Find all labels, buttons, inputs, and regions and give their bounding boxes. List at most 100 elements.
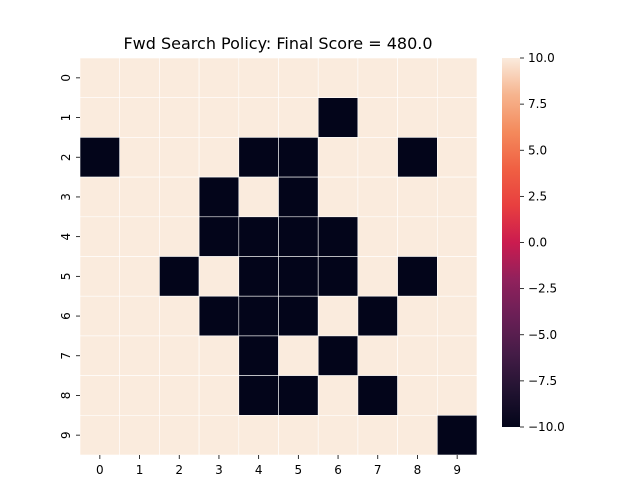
heatmap-cell <box>159 256 200 297</box>
y-tick-label: 9 <box>59 431 73 439</box>
heatmap-cell <box>119 216 160 257</box>
heatmap-cell <box>159 176 200 218</box>
heatmap-cell <box>198 216 240 257</box>
heatmap-cell <box>119 256 160 297</box>
heatmap-cell <box>317 97 359 138</box>
colorbar-tick-label: −7.5 <box>528 374 557 388</box>
x-tick-label: 8 <box>414 463 422 477</box>
heatmap-cell <box>238 176 279 218</box>
heatmap-cell <box>198 414 240 456</box>
heatmap-cell <box>238 335 279 376</box>
heatmap-cell <box>357 216 398 257</box>
heatmap-cell <box>436 97 478 138</box>
x-tick-label: 9 <box>453 463 461 477</box>
heatmap-cell <box>397 256 438 297</box>
heatmap-cell <box>436 335 478 376</box>
heatmap-cell <box>159 57 200 99</box>
heatmap-cell <box>317 414 359 456</box>
heatmap-cell <box>198 176 240 218</box>
heatmap-cell <box>198 375 240 416</box>
heatmap-cell <box>397 216 438 257</box>
heatmap-cell <box>357 176 398 218</box>
heatmap-cell <box>317 256 359 297</box>
y-tick-label: 3 <box>59 193 73 201</box>
x-tick-label: 6 <box>334 463 342 477</box>
heatmap-cell <box>198 335 240 376</box>
x-tick-label: 1 <box>136 463 144 477</box>
heatmap-cell <box>79 335 121 376</box>
y-tick-label: 7 <box>59 352 73 360</box>
heatmap-cell <box>79 414 121 456</box>
y-axis: 0 1 2 3 4 5 6 7 8 9 <box>59 74 80 439</box>
heatmap-cell <box>159 97 200 138</box>
heatmap-cell <box>119 335 160 376</box>
heatmap-cell <box>159 295 200 337</box>
heatmap-cell <box>159 137 200 178</box>
heatmap-cell <box>79 97 121 138</box>
heatmap-cells <box>79 57 478 456</box>
heatmap-cell <box>397 97 438 138</box>
heatmap-cell <box>238 256 279 297</box>
colorbar-tick-label: 5.0 <box>528 143 547 157</box>
heatmap-cell <box>436 137 478 178</box>
heatmap-cell <box>119 137 160 178</box>
heatmap-cell <box>397 57 438 99</box>
heatmap-cell <box>357 414 398 456</box>
heatmap-cell <box>317 375 359 416</box>
x-tick-label: 0 <box>96 463 104 477</box>
heatmap-cell <box>357 57 398 99</box>
heatmap-cell <box>198 97 240 138</box>
chart-title: Fwd Search Policy: Final Score = 480.0 <box>123 34 432 53</box>
x-tick-label: 2 <box>175 463 183 477</box>
heatmap-cell <box>79 137 121 178</box>
heatmap-cell <box>79 57 121 99</box>
heatmap-cell <box>159 216 200 257</box>
heatmap-cell <box>436 57 478 99</box>
heatmap-cell <box>436 295 478 337</box>
heatmap-cell <box>317 216 359 257</box>
heatmap-cell <box>397 295 438 337</box>
colorbar-tick-label: 7.5 <box>528 97 547 111</box>
heatmap-cell <box>278 97 319 138</box>
heatmap-cell <box>278 216 319 257</box>
y-tick-label: 2 <box>59 153 73 161</box>
heatmap-cell <box>198 137 240 178</box>
colorbar-gradient <box>502 58 520 427</box>
heatmap-cell <box>119 295 160 337</box>
heatmap-cell <box>357 335 398 376</box>
x-tick-label: 7 <box>374 463 382 477</box>
heatmap-cell <box>119 375 160 416</box>
heatmap-cell <box>397 137 438 178</box>
colorbar-tick-label: −5.0 <box>528 328 557 342</box>
heatmap-cell <box>198 57 240 99</box>
heatmap-cell <box>278 176 319 218</box>
heatmap-cell <box>238 414 279 456</box>
heatmap-cell <box>238 97 279 138</box>
heatmap-cell <box>119 414 160 456</box>
heatmap-cell <box>436 176 478 218</box>
colorbar: 10.0 7.5 5.0 2.5 0.0 −2.5 −5.0 −7.5 −10.0 <box>502 51 565 434</box>
heatmap-cell <box>119 176 160 218</box>
heatmap-cell <box>436 414 478 456</box>
heatmap-cell <box>317 57 359 99</box>
heatmap-cell <box>119 97 160 138</box>
heatmap-cell <box>317 137 359 178</box>
heatmap-cell <box>397 335 438 376</box>
heatmap-cell <box>317 335 359 376</box>
heatmap-cell <box>278 295 319 337</box>
colorbar-tick-label: −2.5 <box>528 282 557 296</box>
heatmap-cell <box>198 256 240 297</box>
heatmap-cell <box>397 375 438 416</box>
colorbar-ticks: 10.0 7.5 5.0 2.5 0.0 −2.5 −5.0 −7.5 −10.0 <box>520 51 565 434</box>
heatmap-cell <box>278 335 319 376</box>
heatmap-cell <box>159 335 200 376</box>
heatmap-cell <box>357 295 398 337</box>
heatmap-cell <box>79 256 121 297</box>
heatmap-cell <box>79 176 121 218</box>
y-tick-label: 1 <box>59 114 73 122</box>
colorbar-tick-label: 10.0 <box>528 51 555 65</box>
y-tick-label: 8 <box>59 392 73 400</box>
heatmap-cell <box>278 57 319 99</box>
heatmap-cell <box>357 256 398 297</box>
colorbar-tick-label: 0.0 <box>528 236 547 250</box>
